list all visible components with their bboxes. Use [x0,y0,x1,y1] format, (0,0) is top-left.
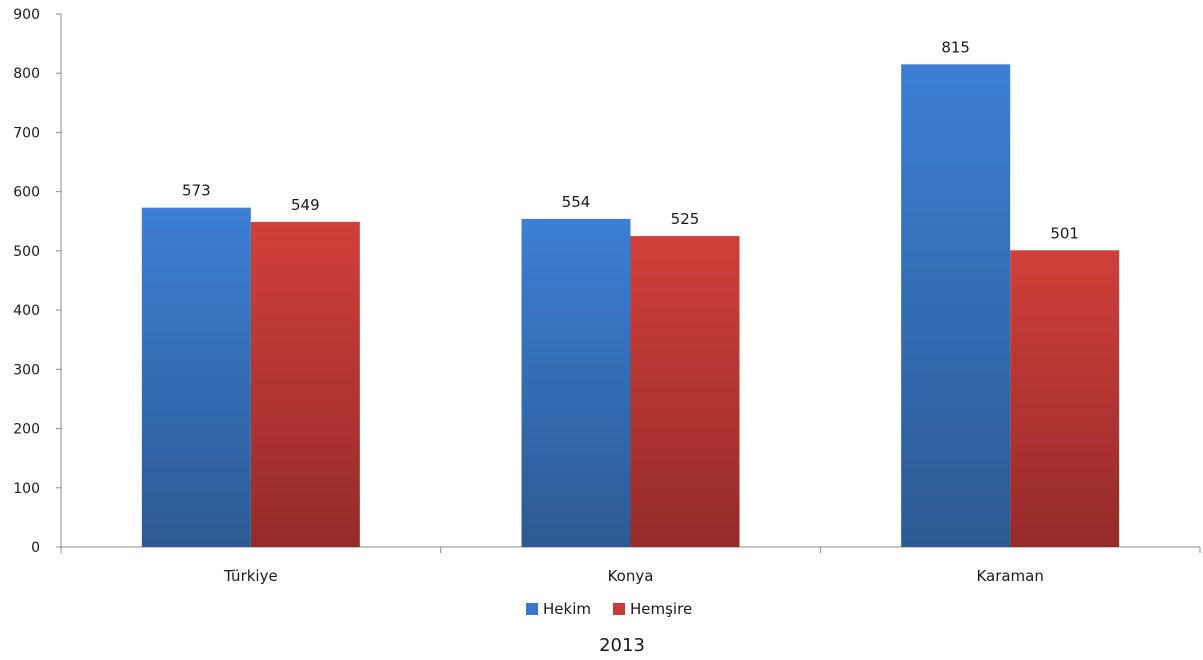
bar-hekim-karaman [901,64,1011,547]
y-tick-label: 600 [13,185,40,201]
y-tick-label: 0 [31,540,40,556]
bar-hem-ire-konya [630,236,740,548]
data-label: 501 [1050,224,1079,242]
y-tick-label: 400 [13,303,40,319]
legend: Hekim Hemşire [526,600,692,618]
x-category-label: Karaman [976,567,1043,585]
x-axis: Türkiye Konya Karaman [60,546,1201,585]
chart-caption: 2013 [599,635,645,656]
data-label: 549 [291,196,320,214]
x-category-label: Türkiye [223,567,278,585]
bar-hem-ire-karaman [1010,250,1120,547]
data-label: 525 [671,210,700,228]
legend-label: Hemşire [630,600,692,618]
bars-group [141,64,1120,548]
data-label: 573 [182,182,211,200]
data-labels-group: 573 549 554 525 815 501 [182,38,1079,242]
y-tick-label: 300 [13,362,40,378]
bar-hem-ire-t-rkiye [250,221,360,547]
x-category-label: Konya [608,567,654,585]
legend-swatch-hekim [526,603,538,615]
bar-hekim-t-rkiye [141,207,251,547]
y-tick-label: 700 [13,125,40,141]
y-tick-label: 200 [13,422,40,438]
y-axis: 0 100 200 300 400 500 600 700 800 900 [13,7,62,556]
bar-hekim-konya [521,218,631,548]
data-label: 815 [941,38,970,56]
legend-label: Hekim [543,600,591,618]
data-label: 554 [562,193,591,211]
y-tick-label: 100 [13,481,40,497]
y-tick-label: 800 [13,66,40,82]
legend-swatch-hem-ire [613,603,625,615]
y-tick-label: 900 [13,7,40,23]
y-tick-label: 500 [13,244,40,260]
